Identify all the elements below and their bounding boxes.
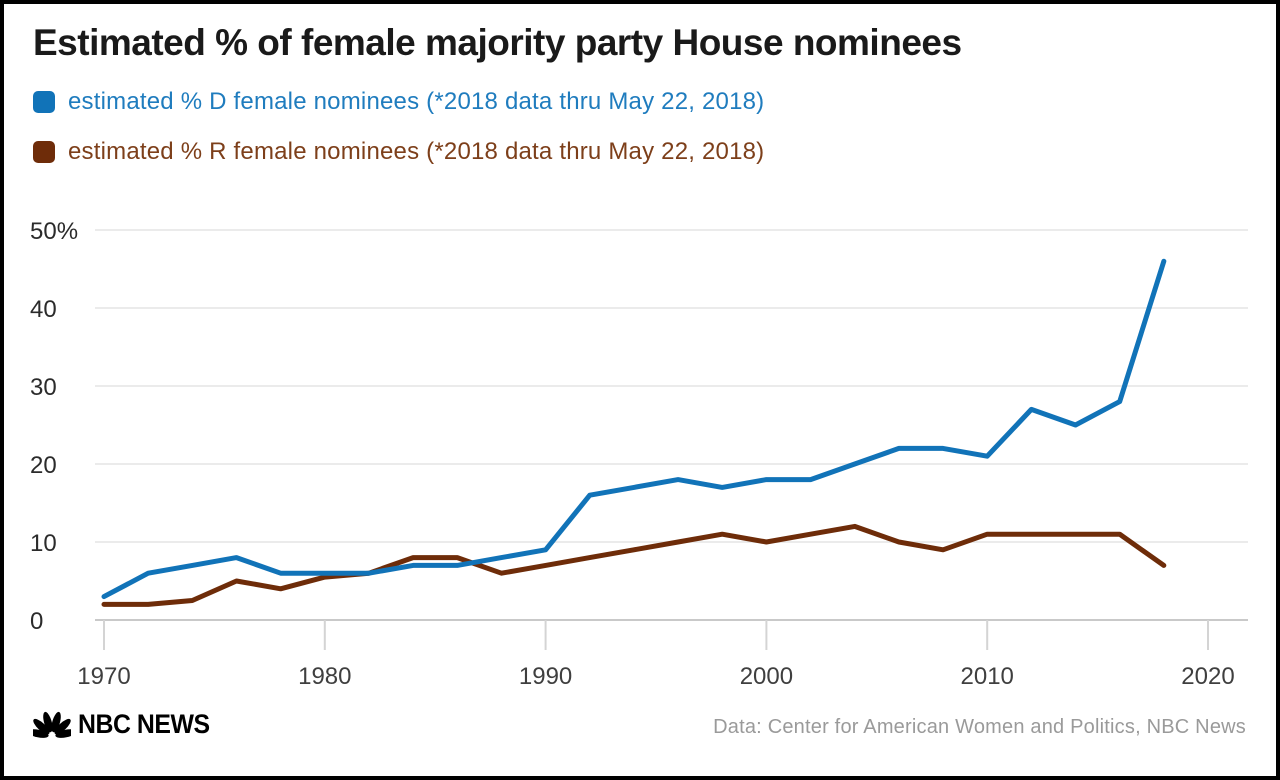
x-tick-label-1980: 1980 xyxy=(298,663,351,690)
nbc-peacock-icon xyxy=(33,711,71,738)
republican-series-line xyxy=(101,523,1167,607)
nbc-news-wordmark: NBC NEWS xyxy=(78,708,210,739)
x-tick-label-1990: 1990 xyxy=(519,663,572,690)
y-tick-label-40: 40 xyxy=(30,296,57,323)
y-tick-label-30: 30 xyxy=(30,374,57,401)
democrat-swatch xyxy=(33,91,55,113)
source-credit: Data: Center for American Women and Poli… xyxy=(713,716,1246,738)
legend-item-republican: estimated % R female nominees (*2018 dat… xyxy=(33,138,765,165)
legend-item-democrat: estimated % D female nominees (*2018 dat… xyxy=(33,88,765,115)
y-tick-label-20: 20 xyxy=(30,452,57,479)
y-tick-label-50: 50% xyxy=(30,218,78,245)
nbc-news-logo: NBC NEWS xyxy=(33,706,221,742)
democrat-series-line xyxy=(101,258,1167,600)
x-tick-label-1970: 1970 xyxy=(77,663,130,690)
y-tick-label-0: 0 xyxy=(30,608,43,635)
chart-title: Estimated % of female majority party Hou… xyxy=(33,22,962,63)
republican-swatch xyxy=(33,141,55,163)
legend-label-republican: estimated % R female nominees (*2018 dat… xyxy=(68,138,765,165)
legend-label-democrat: estimated % D female nominees (*2018 dat… xyxy=(68,88,765,115)
x-tick-label-2010: 2010 xyxy=(961,663,1014,690)
x-tick-label-2000: 2000 xyxy=(740,663,793,690)
x-tick-label-2020: 2020 xyxy=(1181,663,1234,690)
y-tick-label-10: 10 xyxy=(30,530,57,557)
